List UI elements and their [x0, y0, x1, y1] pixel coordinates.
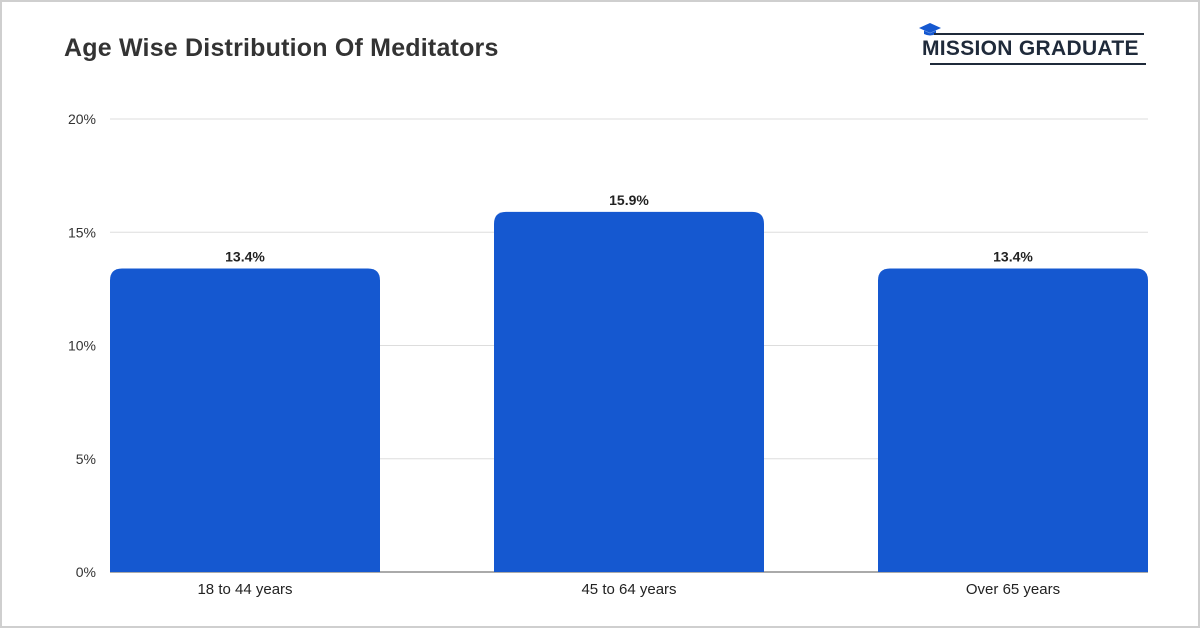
bar-value-label: 13.4%: [993, 248, 1033, 264]
x-category-label: 18 to 44 years: [197, 581, 292, 598]
y-tick-label: 5%: [76, 451, 96, 467]
graduation-cap-icon: [919, 23, 941, 36]
logo-text: MISSION GRADUATE: [922, 37, 1139, 60]
labels: 0% 5% 10% 15% 20% 13.4% 18 to 44 years 15.9% 45 …: [68, 111, 1060, 598]
brand-logo: MISSION GRADUATE: [919, 22, 1148, 66]
x-category-label: 45 to 64 years: [581, 581, 676, 598]
bar-value-label: 13.4%: [225, 248, 265, 264]
bars: [110, 211, 1148, 573]
logo-rule-bottom: [930, 63, 1146, 65]
bar: [878, 268, 1148, 572]
x-category-label: Over 65 years: [966, 581, 1060, 598]
y-tick-label: 20%: [68, 111, 96, 127]
bar: [110, 268, 380, 572]
logo-rule-top: [934, 33, 1144, 35]
bar: [494, 211, 764, 573]
y-tick-label: 15%: [68, 224, 96, 240]
y-tick-label: 0%: [76, 564, 96, 580]
chart-title: Age Wise Distribution Of Meditators: [64, 34, 499, 62]
bar-value-label: 15.9%: [609, 192, 649, 208]
y-tick-label: 10%: [68, 338, 96, 354]
